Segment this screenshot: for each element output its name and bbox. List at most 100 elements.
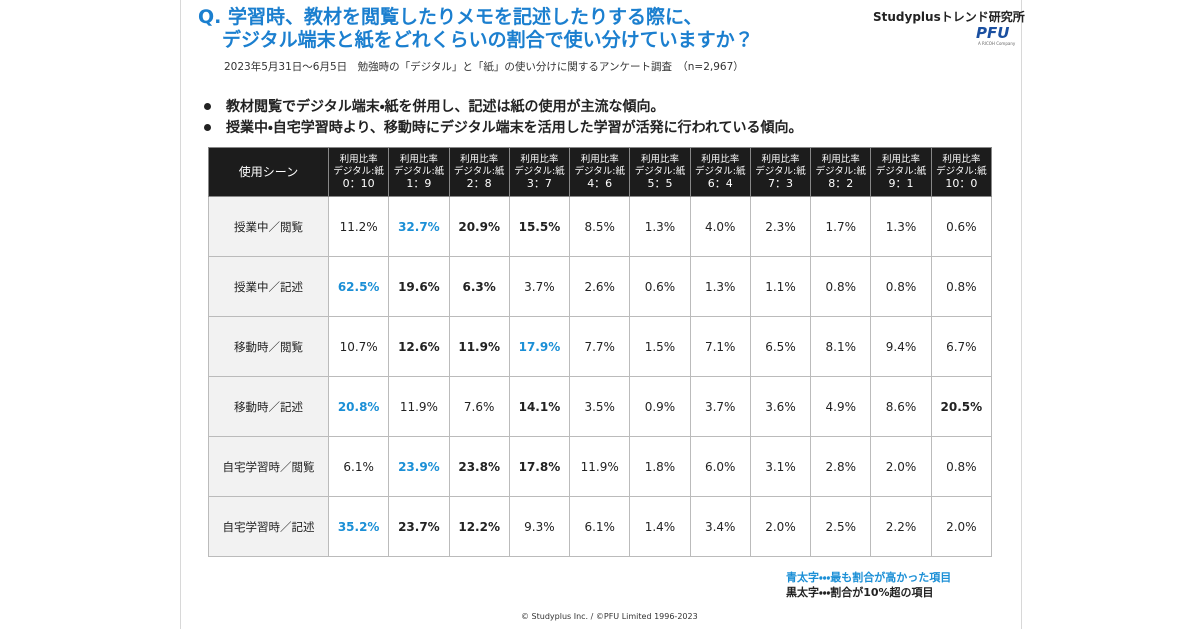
cell: 1.5% [629, 316, 691, 377]
header-line: デジタル:紙 [574, 166, 625, 177]
row-label: 移動時／閲覧 [208, 316, 329, 377]
header-line: デジタル:紙 [875, 166, 927, 177]
cell: 32.7% [388, 196, 450, 257]
row-label: 自宅学習時／閲覧 [208, 436, 329, 497]
header-line: 5：5 [647, 177, 673, 190]
header-line: 利用比率 [701, 154, 740, 165]
header-line: 6：4 [707, 177, 733, 190]
cell: 1.7% [810, 196, 872, 257]
header-line: 8：2 [828, 177, 854, 190]
header-line: デジタル:紙 [694, 166, 746, 177]
cell: 2.8% [810, 436, 872, 497]
cell: 17.8% [508, 436, 571, 497]
cell: 23.9% [388, 436, 450, 497]
cell: 4.0% [689, 196, 751, 257]
header-line: 7：3 [767, 177, 793, 190]
row-label: 自宅学習時／記述 [208, 496, 329, 557]
header-line: デジタル:紙 [634, 166, 686, 177]
logo-sub: A RICOH Company [978, 41, 1016, 46]
header-line: 利用比率 [460, 154, 499, 165]
legend-blue: 青太字・・・最も割合が高かった項目 [786, 571, 952, 584]
header-line: デジタル:紙 [453, 166, 505, 177]
header-line: 利用比率 [942, 154, 981, 165]
header-line: 利用比率 [761, 154, 800, 165]
subtitle: 2023年5月31日〜6月5日 勉強時の「デジタル」と「紙」の使い分けに関するア… [224, 61, 744, 73]
column-header: 利用比率 デジタル:紙 1：9 [388, 147, 450, 197]
cell: 0.8% [870, 256, 932, 317]
cell: 4.9% [810, 376, 872, 437]
cell: 3.5% [569, 376, 631, 437]
cell: 20.8% [327, 376, 390, 437]
cell: 23.7% [388, 496, 450, 557]
header-line: 利用比率 [580, 154, 619, 165]
title-line: Q. 学習時、教材を閲覧したりメモを記述したりする際に、 [198, 6, 703, 28]
cell: 3.7% [508, 256, 571, 317]
data-table: 使用シーン 利用比率 デジタル:紙 0：10 利用比率 デジタル:紙 1：9 利用比率 デジタル… [208, 147, 993, 557]
cell: 12.6% [388, 316, 450, 377]
column-header: 利用比率 デジタル:紙 4：6 [569, 147, 631, 197]
cell: 2.2% [870, 496, 932, 557]
cell: 1.4% [629, 496, 691, 557]
header-line: 4：6 [587, 177, 613, 190]
cell: 6.1% [327, 436, 390, 497]
cell: 8.1% [810, 316, 872, 377]
cell: 0.8% [930, 256, 993, 317]
cell: 6.0% [689, 436, 751, 497]
title-line: デジタル端末と紙をどれくらいの割合で使い分けていますか？ [222, 29, 754, 51]
column-header: 利用比率 デジタル:紙 5：5 [629, 147, 691, 197]
cell: 14.1% [508, 376, 571, 437]
cell: 0.8% [810, 256, 872, 317]
cell: 1.1% [749, 256, 812, 317]
bullet: 授業中・自宅学習時より、移動時にデジタル端末を活用した学習が活発に行われている傾… [226, 120, 803, 136]
cell: 8.6% [870, 376, 932, 437]
cell: 12.2% [448, 496, 510, 557]
legend-black: 黒太字・・・割合が10%超の項目 [786, 586, 934, 599]
header-line: 利用比率 [882, 154, 921, 165]
column-header: 利用比率 デジタル:紙 7：3 [749, 147, 812, 197]
column-header: 利用比率 デジタル:紙 8：2 [810, 147, 872, 197]
brand: Studyplusトレンド研究所 [873, 10, 1025, 24]
row-label: 授業中／記述 [208, 256, 329, 317]
cell: 2.3% [749, 196, 812, 257]
bullet: 教材閲覧でデジタル端末・紙を併用し、記述は紙の使用が主流な傾向。 [226, 99, 665, 115]
logo: PFU [976, 24, 1010, 42]
cell: 6.7% [930, 316, 993, 377]
header-line: デジタル:紙 [755, 166, 806, 177]
cell: 1.8% [629, 436, 691, 497]
table-row: 移動時／閲覧 10.7% 12.6% 11.9% 17.9% 7.7% 1.5% 7.1% 6.… [208, 316, 993, 377]
header-line: 利用比率 [399, 154, 438, 165]
cell: 0.8% [930, 436, 993, 497]
header-line: デジタル:紙 [333, 166, 384, 177]
header-line: 9：1 [888, 177, 914, 190]
header-line: 1：9 [406, 177, 432, 190]
header-line: デジタル:紙 [815, 166, 867, 177]
row-label: 授業中／閲覧 [208, 196, 329, 257]
cell: 35.2% [327, 496, 390, 557]
cell: 20.5% [930, 376, 993, 437]
header-line: 2：8 [466, 177, 492, 190]
cell: 6.3% [448, 256, 510, 317]
cell: 2.6% [569, 256, 631, 317]
row-label: 移動時／記述 [208, 376, 329, 437]
table-row: 授業中／閲覧 11.2% 32.7% 20.9% 15.5% 8.5% 1.3% 4.0% 2.… [208, 196, 993, 257]
cell: 2.0% [930, 496, 993, 557]
cell: 0.6% [629, 256, 691, 317]
cell: 3.4% [689, 496, 751, 557]
cell: 2.0% [870, 436, 932, 497]
column-header: 利用比率 デジタル:紙 2：8 [448, 147, 510, 197]
cell: 11.2% [327, 196, 390, 257]
cell: 6.5% [749, 316, 812, 377]
cell: 8.5% [569, 196, 631, 257]
cell: 11.9% [388, 376, 450, 437]
header-line: 0：10 [342, 177, 375, 190]
cell: 3.7% [689, 376, 751, 437]
cell: 10.7% [327, 316, 390, 377]
cell: 15.5% [508, 196, 571, 257]
cell: 1.3% [689, 256, 751, 317]
cell: 9.4% [870, 316, 932, 377]
column-header: 利用比率 デジタル:紙 3：7 [508, 147, 571, 197]
cell: 9.3% [508, 496, 571, 557]
column-header: 利用比率 デジタル:紙 6：4 [689, 147, 751, 197]
cell: 20.9% [448, 196, 510, 257]
